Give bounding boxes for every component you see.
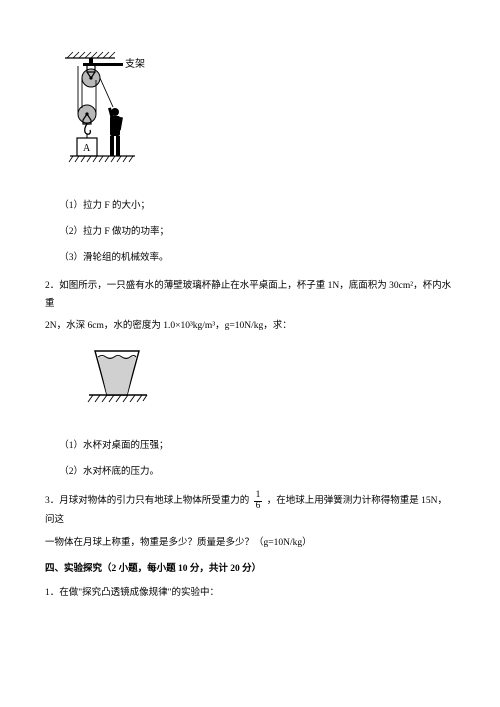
- q2-line2: 2N，水深 6cm，水的密度为 1.0×10³kg/m³，g=10N/kg，求：: [45, 317, 455, 335]
- section4-title: 四、实验探究（2 小题，每小题 10 分，共计 20 分）: [45, 560, 455, 578]
- fraction-denominator: 6: [254, 502, 263, 512]
- q3-line2: 一物体在月球上称重，物重是多少？质量是多少？（g=10N/kg）: [45, 534, 455, 552]
- q3-part1: 3．月球对物体的引力只有地球上物体所受重力的: [45, 497, 249, 507]
- bracket-label: 支架: [125, 58, 145, 70]
- person-icon: [108, 107, 123, 156]
- q1-sub1: （1）拉力 F 的大小；: [45, 197, 455, 215]
- block-label: A: [83, 143, 91, 154]
- q2-line1: 2．如图所示，一只盛有水的薄壁玻璃杯静止在水平桌面上，杯子重 1N，底面积为 3…: [45, 277, 455, 313]
- q2-sub2: （2）水对杯底的压力。: [45, 463, 455, 481]
- bracket: 支架: [82, 58, 145, 87]
- fraction-icon: 1 6: [254, 491, 263, 511]
- pulley-diagram: 支架 A: [65, 50, 455, 182]
- section4-q1: 1．在做"探究凸透镜成像规律"的实验中：: [45, 584, 455, 602]
- ground-hatch: [69, 156, 135, 162]
- weight-block: A: [77, 134, 97, 156]
- cup-icon: [88, 351, 147, 402]
- q1-sub2: （2）拉力 F 做功的功率；: [45, 223, 455, 241]
- cup-diagram: [85, 345, 455, 422]
- q3-line1: 3．月球对物体的引力只有地球上物体所受重力的 1 6 ，在地球上用弹簧测力计称得…: [45, 491, 455, 529]
- q1-sub3: （3）滑轮组的机械效率。: [45, 249, 455, 267]
- q2-sub1: （1）水杯对桌面的压强；: [45, 437, 455, 455]
- ceiling-hatch: [65, 52, 115, 58]
- movable-pulley: [78, 105, 96, 134]
